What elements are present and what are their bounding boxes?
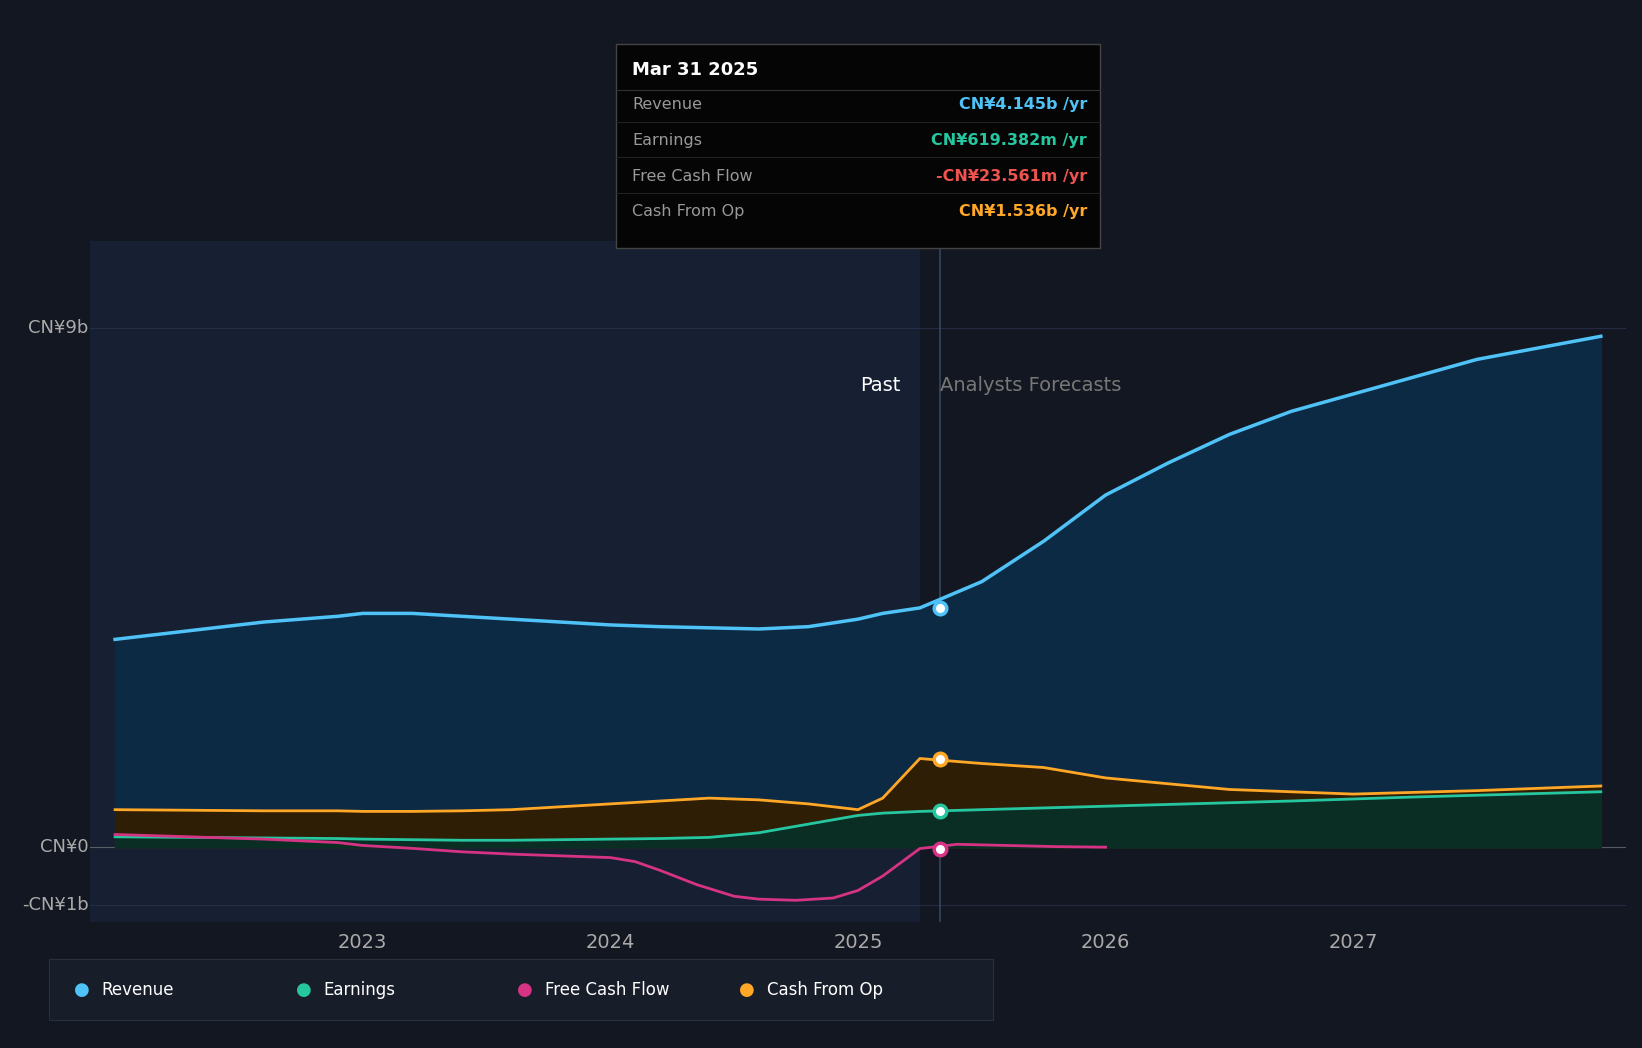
Text: Past: Past bbox=[860, 376, 900, 395]
Bar bbox=[920, 241, 1626, 922]
Text: ●: ● bbox=[296, 981, 312, 1000]
Text: Revenue: Revenue bbox=[102, 981, 174, 1000]
Text: Mar 31 2025: Mar 31 2025 bbox=[632, 61, 759, 80]
Text: Analysts Forecasts: Analysts Forecasts bbox=[939, 376, 1121, 395]
Text: ●: ● bbox=[517, 981, 534, 1000]
Text: CN¥9b: CN¥9b bbox=[28, 319, 89, 336]
Text: Free Cash Flow: Free Cash Flow bbox=[545, 981, 670, 1000]
Text: Earnings: Earnings bbox=[323, 981, 396, 1000]
Text: -CN¥1b: -CN¥1b bbox=[21, 896, 89, 914]
Text: CN¥0: CN¥0 bbox=[39, 838, 89, 856]
Text: Cash From Op: Cash From Op bbox=[632, 204, 744, 219]
Bar bbox=[90, 241, 920, 922]
Text: CN¥4.145b /yr: CN¥4.145b /yr bbox=[959, 97, 1087, 112]
Text: Earnings: Earnings bbox=[632, 133, 703, 148]
Text: ●: ● bbox=[74, 981, 90, 1000]
Text: CN¥619.382m /yr: CN¥619.382m /yr bbox=[931, 133, 1087, 148]
Text: CN¥1.536b /yr: CN¥1.536b /yr bbox=[959, 204, 1087, 219]
Text: Free Cash Flow: Free Cash Flow bbox=[632, 169, 752, 183]
Text: -CN¥23.561m /yr: -CN¥23.561m /yr bbox=[936, 169, 1087, 183]
Text: ●: ● bbox=[739, 981, 755, 1000]
Text: Cash From Op: Cash From Op bbox=[767, 981, 883, 1000]
Text: Revenue: Revenue bbox=[632, 97, 703, 112]
